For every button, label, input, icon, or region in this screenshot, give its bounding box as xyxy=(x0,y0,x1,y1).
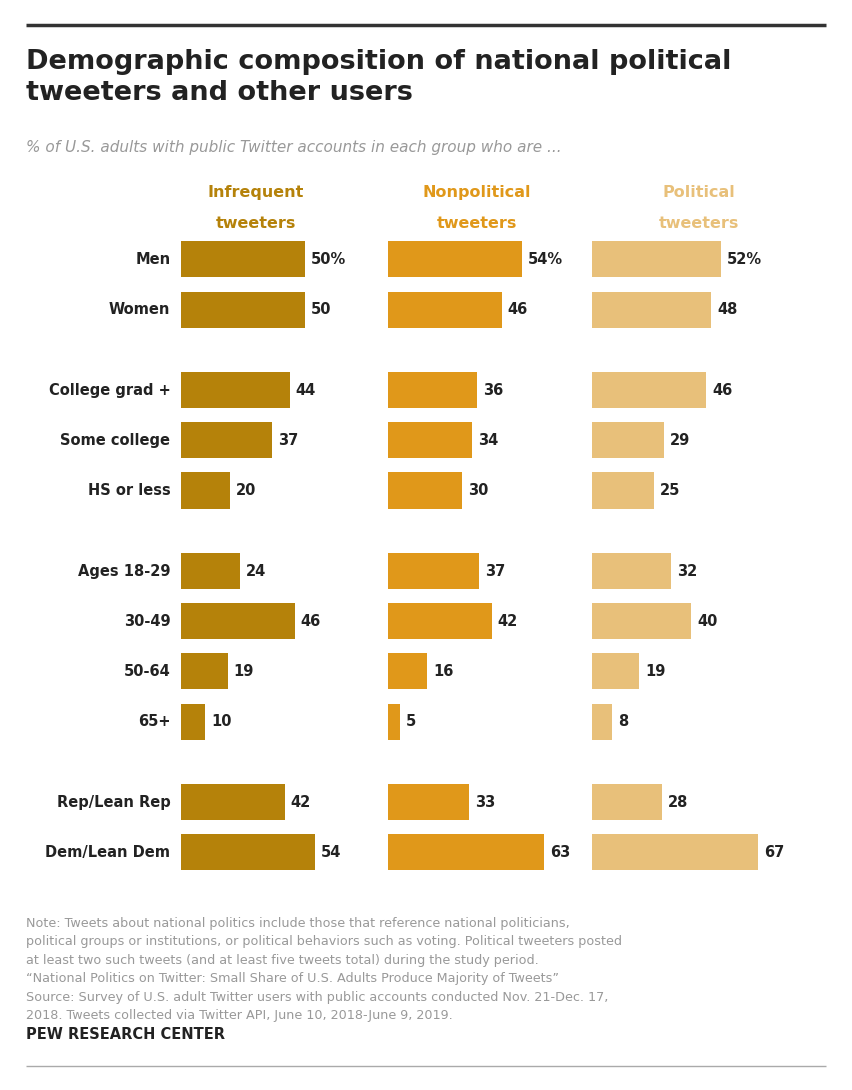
Bar xyxy=(181,703,205,740)
Bar xyxy=(388,241,521,278)
Bar xyxy=(592,653,639,690)
Bar xyxy=(592,603,691,640)
Text: 50-64: 50-64 xyxy=(124,664,170,679)
Text: 37: 37 xyxy=(279,433,298,448)
Bar xyxy=(181,653,227,690)
Text: 63: 63 xyxy=(550,845,570,860)
Text: Ages 18-29: Ages 18-29 xyxy=(78,564,170,579)
Text: 50: 50 xyxy=(311,302,331,317)
Text: 40: 40 xyxy=(697,614,717,629)
Text: Some college: Some college xyxy=(60,433,170,448)
Text: 19: 19 xyxy=(645,664,665,679)
Bar xyxy=(388,472,462,509)
Text: 46: 46 xyxy=(301,614,321,629)
Text: 67: 67 xyxy=(764,845,785,860)
Text: 48: 48 xyxy=(717,302,738,317)
Text: 29: 29 xyxy=(670,433,690,448)
Bar xyxy=(181,422,273,459)
Text: 54: 54 xyxy=(320,845,341,860)
Text: 46: 46 xyxy=(508,302,528,317)
Text: 16: 16 xyxy=(434,664,453,679)
Bar xyxy=(592,291,711,328)
Text: 28: 28 xyxy=(667,795,688,810)
Bar xyxy=(181,834,314,871)
Bar xyxy=(181,553,240,590)
Bar xyxy=(388,703,400,740)
Text: 65+: 65+ xyxy=(138,714,170,729)
Text: 5: 5 xyxy=(406,714,417,729)
Text: Dem/Lean Dem: Dem/Lean Dem xyxy=(45,845,170,860)
Text: Men: Men xyxy=(135,252,170,267)
Bar xyxy=(592,472,654,509)
Text: Infrequent: Infrequent xyxy=(207,185,304,201)
Text: Women: Women xyxy=(109,302,170,317)
Text: Political: Political xyxy=(662,185,735,201)
Text: 34: 34 xyxy=(478,433,498,448)
Text: 42: 42 xyxy=(291,795,311,810)
Text: College grad +: College grad + xyxy=(49,383,170,398)
Text: 54%: 54% xyxy=(527,252,562,267)
Text: tweeters: tweeters xyxy=(437,216,517,231)
Text: 50%: 50% xyxy=(311,252,346,267)
Text: 46: 46 xyxy=(712,383,733,398)
Bar xyxy=(388,372,477,409)
Text: 8: 8 xyxy=(618,714,628,729)
Bar xyxy=(181,472,230,509)
Text: tweeters: tweeters xyxy=(659,216,739,231)
Bar xyxy=(592,703,612,740)
Bar xyxy=(181,241,305,278)
Bar xyxy=(388,834,544,871)
Text: 37: 37 xyxy=(486,564,505,579)
Text: 44: 44 xyxy=(296,383,316,398)
Bar xyxy=(388,553,480,590)
Bar xyxy=(181,372,290,409)
Text: 30: 30 xyxy=(468,483,488,498)
Text: 24: 24 xyxy=(246,564,267,579)
Text: HS or less: HS or less xyxy=(88,483,170,498)
Text: 52%: 52% xyxy=(727,252,763,267)
Bar xyxy=(388,784,469,821)
Text: 42: 42 xyxy=(498,614,518,629)
Text: PEW RESEARCH CENTER: PEW RESEARCH CENTER xyxy=(26,1027,225,1042)
Bar xyxy=(388,422,472,459)
Bar xyxy=(181,603,295,640)
Bar xyxy=(388,653,428,690)
Text: 20: 20 xyxy=(236,483,256,498)
Text: Note: Tweets about national politics include those that reference national polit: Note: Tweets about national politics inc… xyxy=(26,917,622,1022)
Text: 25: 25 xyxy=(660,483,681,498)
Text: % of U.S. adults with public Twitter accounts in each group who are ...: % of U.S. adults with public Twitter acc… xyxy=(26,140,561,155)
Bar xyxy=(181,291,305,328)
Bar xyxy=(181,784,285,821)
Text: Demographic composition of national political
tweeters and other users: Demographic composition of national poli… xyxy=(26,49,731,106)
Text: 30-49: 30-49 xyxy=(124,614,170,629)
Text: Rep/Lean Rep: Rep/Lean Rep xyxy=(56,795,170,810)
Text: 19: 19 xyxy=(233,664,254,679)
Bar xyxy=(388,291,502,328)
Text: 32: 32 xyxy=(677,564,698,579)
Bar xyxy=(592,241,721,278)
Bar xyxy=(592,834,758,871)
Text: Nonpolitical: Nonpolitical xyxy=(423,185,532,201)
Text: 33: 33 xyxy=(475,795,496,810)
Bar xyxy=(592,553,671,590)
Text: 36: 36 xyxy=(483,383,504,398)
Text: 10: 10 xyxy=(211,714,232,729)
Bar xyxy=(592,422,664,459)
Text: tweeters: tweeters xyxy=(216,216,296,231)
Bar xyxy=(388,603,492,640)
Bar xyxy=(592,784,661,821)
Bar xyxy=(592,372,706,409)
